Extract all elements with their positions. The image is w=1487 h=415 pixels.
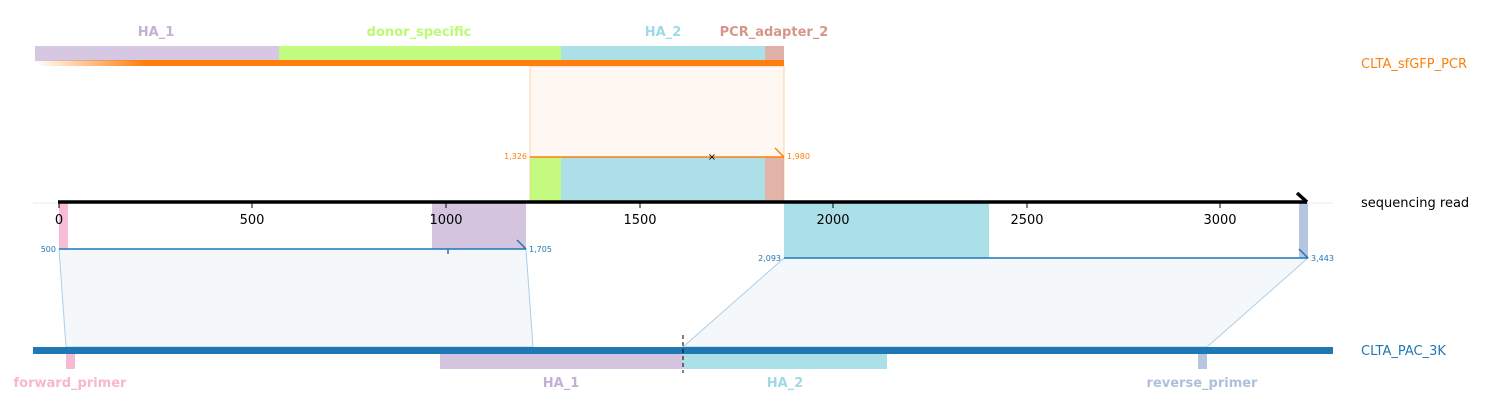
read-ha2-block	[561, 157, 765, 202]
read-reverse-primer-block	[1299, 203, 1308, 258]
genome-left-end: 1,705	[529, 245, 552, 254]
genome-right-start: 2,093	[758, 254, 781, 263]
genome-alignment-left: 500 1,705	[41, 239, 552, 348]
donor-alignment-end: 1,980	[787, 152, 810, 161]
genome-label-ha2: HA_2	[767, 376, 804, 391]
genome-track-name: CLTA_PAC_3K	[1361, 344, 1446, 359]
donor-alignment-arrow	[774, 147, 785, 158]
axis-tick-label: 2500	[1010, 213, 1043, 228]
donor-feature-ha2-bar	[561, 46, 765, 61]
axis-tick-label: 3000	[1203, 213, 1236, 228]
read-forward-primer-block	[59, 203, 68, 249]
axis-tick-label: 2000	[816, 213, 849, 228]
axis-tick-label: 1000	[429, 213, 462, 228]
donor-fade-line	[35, 60, 145, 66]
genome-label-ha1: HA_1	[543, 376, 580, 391]
read-track-name: sequencing read	[1361, 196, 1469, 211]
read-direction-arrow	[1295, 191, 1309, 204]
genome-right-end: 3,443	[1311, 254, 1334, 263]
genome-track: forward_primer HA_1 HA_2 reverse_primer …	[14, 335, 1446, 391]
donor-track-name: CLTA_sfGFP_PCR	[1361, 57, 1467, 72]
genome-right-band	[681, 257, 1310, 348]
donor-feature-donor-specific-bar	[279, 46, 561, 61]
genome-feature-ha2-bar	[683, 352, 887, 369]
donor-alignment-start: 1,326	[504, 152, 527, 161]
axis-tick-label: 500	[240, 213, 265, 228]
read-donor-specific-block	[530, 157, 561, 202]
donor-track: HA_1 donor_specific HA_2 PCR_adapter_2 C…	[35, 25, 1467, 72]
genome-right-alignment-arrow	[1298, 248, 1309, 259]
read-axis-ticks: 0 500 1000 1500 2000 2500 3000	[55, 203, 1237, 228]
read-track: 0 500 1000 1500 2000 2500 3000 sequencin…	[33, 191, 1469, 258]
donor-sequence-line	[145, 60, 784, 66]
donor-alignment-marker: ×	[708, 152, 716, 163]
genome-left-band	[58, 248, 534, 348]
genome-feature-reverse-primer-bar	[1198, 352, 1207, 369]
genome-label-reverse-primer: reverse_primer	[1147, 376, 1259, 391]
donor-label-ha2: HA_2	[645, 25, 682, 40]
donor-label-ha1: HA_1	[138, 25, 175, 40]
donor-label-donor-specific: donor_specific	[367, 25, 472, 40]
read-pcr-adapter2-block	[765, 157, 784, 202]
axis-tick-label: 1500	[623, 213, 656, 228]
genome-left-alignment-arrow	[516, 239, 527, 250]
genome-feature-ha1-bar	[440, 352, 683, 369]
genome-alignment-right: 2,093 3,443	[681, 248, 1334, 348]
read-ha2-lower-block	[784, 203, 989, 258]
genome-feature-forward-primer-bar	[66, 352, 75, 369]
genome-left-start: 500	[41, 245, 56, 254]
genome-label-forward-primer: forward_primer	[14, 376, 128, 391]
read-ha1-block	[432, 203, 526, 249]
donor-label-pcr-adapter2: PCR_adapter_2	[720, 25, 829, 40]
axis-tick-label: 0	[55, 213, 63, 228]
donor-feature-pcr-adapter2-bar	[765, 46, 784, 61]
donor-alignment: × 1,326 1,980	[504, 65, 810, 203]
donor-feature-ha1-bar	[35, 46, 279, 61]
